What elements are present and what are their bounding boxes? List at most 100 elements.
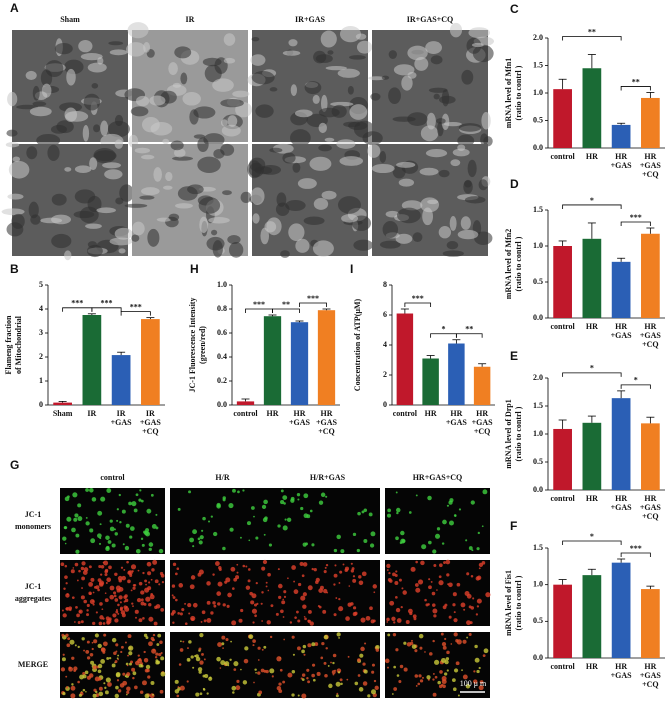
cell: [94, 676, 100, 682]
cell: [415, 494, 418, 497]
cell: [265, 585, 268, 588]
texture: [220, 143, 235, 156]
texture: [312, 94, 320, 104]
cell: [172, 621, 175, 624]
cell: [299, 561, 304, 567]
cell: [261, 504, 267, 510]
texture: [458, 123, 482, 132]
cell: [415, 560, 418, 564]
texture: [94, 150, 117, 162]
cell: [438, 580, 444, 586]
cell: [475, 576, 480, 581]
cell: [245, 565, 248, 568]
cell: [475, 613, 479, 616]
texture: [147, 228, 160, 247]
cell: [441, 641, 447, 647]
cell: [412, 614, 417, 619]
texture: [50, 124, 67, 134]
cell: [446, 650, 450, 655]
x-tick-label: +GAS: [640, 671, 662, 680]
cell: [114, 598, 119, 602]
cell: [333, 583, 336, 586]
cell: [371, 670, 375, 674]
texture: [297, 178, 317, 189]
texture: [341, 214, 359, 223]
cell: [361, 571, 367, 577]
cell: [458, 508, 462, 511]
cell: [254, 614, 257, 618]
x-tick-label: +GAS: [472, 418, 494, 427]
cell: [61, 609, 64, 612]
texture: [428, 87, 448, 93]
cell: [244, 646, 249, 651]
texture: [348, 121, 368, 131]
cell: [302, 542, 307, 547]
cell: [152, 693, 154, 696]
texture: [12, 156, 21, 162]
cell: [192, 666, 195, 669]
cell: [123, 595, 127, 599]
texture: [82, 124, 90, 142]
significance-bracket: [91, 307, 122, 312]
cell: [108, 565, 112, 570]
significance-bracket: [404, 302, 432, 307]
texture: [280, 250, 290, 258]
cell: [77, 680, 80, 684]
texture: [337, 68, 360, 78]
cell: [210, 611, 214, 615]
cell: [232, 488, 236, 493]
texture: [401, 75, 413, 91]
texture: [320, 94, 328, 112]
cell: [155, 526, 159, 530]
cell: [174, 679, 179, 684]
texture: [414, 56, 429, 71]
cell: [201, 652, 204, 656]
cell: [155, 604, 161, 609]
cell: [143, 602, 147, 606]
bar: [82, 315, 102, 405]
cell: [373, 679, 377, 683]
cell: [171, 610, 176, 614]
texture: [109, 49, 128, 56]
cell: [398, 578, 402, 582]
texture: [290, 129, 311, 147]
cell: [314, 642, 319, 647]
cell: [350, 569, 355, 573]
cell: [344, 568, 348, 573]
cell: [172, 596, 176, 599]
cell: [73, 666, 78, 671]
cell: [414, 674, 419, 678]
scale-bar-label: 100 μ m: [460, 679, 487, 688]
cell: [253, 681, 255, 684]
cell: [393, 665, 396, 669]
cell: [106, 620, 111, 625]
cell: [278, 682, 282, 686]
fluorescence-image: [385, 632, 490, 698]
cell: [109, 585, 115, 591]
cell: [104, 568, 109, 573]
bar: [611, 124, 631, 148]
x-tick-label: HR: [586, 322, 598, 331]
cell: [199, 535, 204, 540]
texture: [396, 207, 421, 224]
cell: [332, 653, 337, 658]
cell: [322, 609, 327, 614]
cell: [440, 632, 444, 636]
cell: [119, 683, 125, 688]
texture: [16, 104, 39, 110]
cell: [139, 489, 142, 492]
y-axis-label: Concentration of ATP(μM): [353, 298, 362, 391]
cell: [481, 525, 484, 528]
cell: [124, 606, 130, 612]
cell: [192, 602, 198, 608]
texture: [45, 60, 64, 78]
cell: [153, 621, 158, 626]
texture: [228, 242, 244, 258]
cell: [174, 572, 178, 576]
cell: [128, 651, 133, 656]
texture: [450, 159, 461, 167]
cell: [158, 583, 161, 586]
cell: [306, 677, 309, 680]
cell: [368, 512, 373, 517]
cell: [74, 562, 79, 567]
